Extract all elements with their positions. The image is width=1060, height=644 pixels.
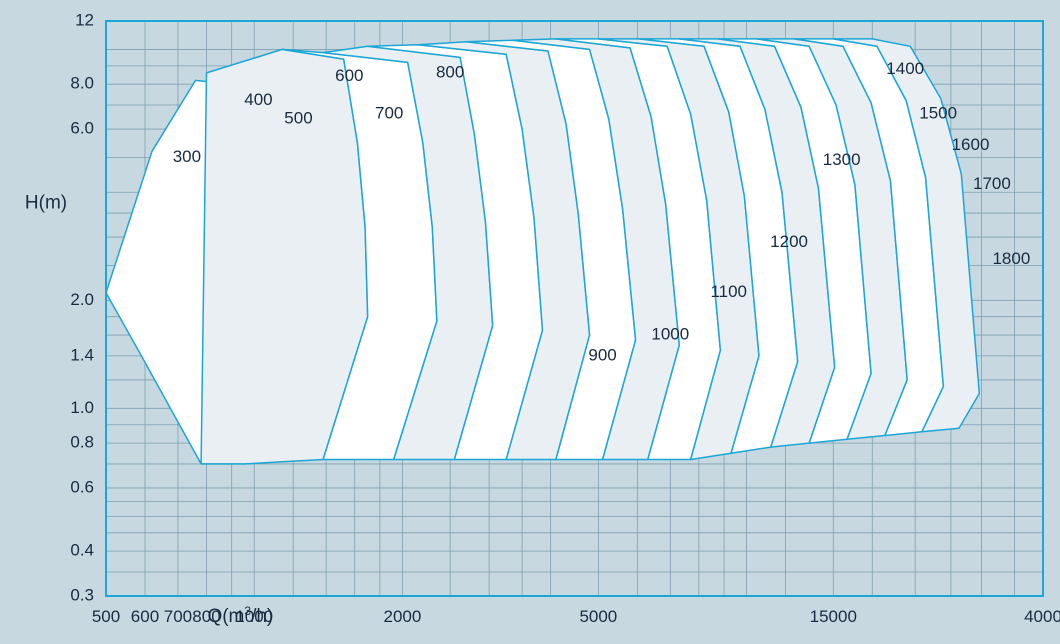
region-label-500: 500 bbox=[284, 108, 312, 127]
region-label-400: 400 bbox=[244, 90, 272, 109]
y-tick-label: 8.0 bbox=[70, 74, 94, 93]
pump-envelope-chart: 300 400 500 600 700 800 900 1000 1100 1200 1300 140… bbox=[0, 0, 1060, 644]
y-tick-label: 0.6 bbox=[70, 477, 94, 496]
y-tick-label: 12 bbox=[75, 10, 94, 29]
region-label-800: 800 bbox=[436, 62, 464, 81]
regions bbox=[106, 39, 979, 464]
x-tick-label: 700 bbox=[164, 607, 192, 626]
region-label-1400: 1400 bbox=[886, 59, 924, 78]
region-label-600: 600 bbox=[335, 66, 363, 85]
x-tick-label: 500 bbox=[92, 607, 120, 626]
y-tick-label: 2.0 bbox=[70, 290, 94, 309]
y-tick-label: 1.4 bbox=[70, 345, 94, 364]
x-tick-label: 4000 bbox=[1024, 607, 1060, 626]
region-label-900: 900 bbox=[588, 345, 616, 364]
x-tick-label: 5000 bbox=[579, 607, 617, 626]
region-label-1100: 1100 bbox=[710, 282, 747, 301]
region-label-1800: 1800 bbox=[992, 249, 1030, 268]
y-tick-label: 0.8 bbox=[70, 433, 94, 452]
y-tick-label: 6.0 bbox=[70, 119, 94, 138]
x-tick-label: 600 bbox=[131, 607, 159, 626]
chart-svg: 300 400 500 600 700 800 900 1000 1100 1200 1300 140… bbox=[0, 0, 1060, 644]
region-label-1300: 1300 bbox=[823, 150, 861, 169]
region-label-300: 300 bbox=[173, 147, 201, 166]
region-label-1500: 1500 bbox=[919, 104, 957, 123]
region-label-1700: 1700 bbox=[973, 174, 1011, 193]
region-label-1200: 1200 bbox=[770, 232, 808, 251]
y-tick-label: 0.4 bbox=[70, 541, 94, 560]
x-tick-label: 2000 bbox=[384, 607, 422, 626]
y-tick-label: 1.0 bbox=[70, 398, 94, 417]
x-tick-label: 15000 bbox=[810, 607, 857, 626]
region-label-1600: 1600 bbox=[952, 135, 990, 154]
x-axis-label: Q(m3/h) bbox=[207, 604, 273, 627]
y-axis-label: H(m) bbox=[25, 193, 67, 214]
region-label-1000: 1000 bbox=[651, 325, 689, 344]
region-label-700: 700 bbox=[375, 104, 403, 123]
y-tick-label: 0.3 bbox=[70, 585, 94, 604]
